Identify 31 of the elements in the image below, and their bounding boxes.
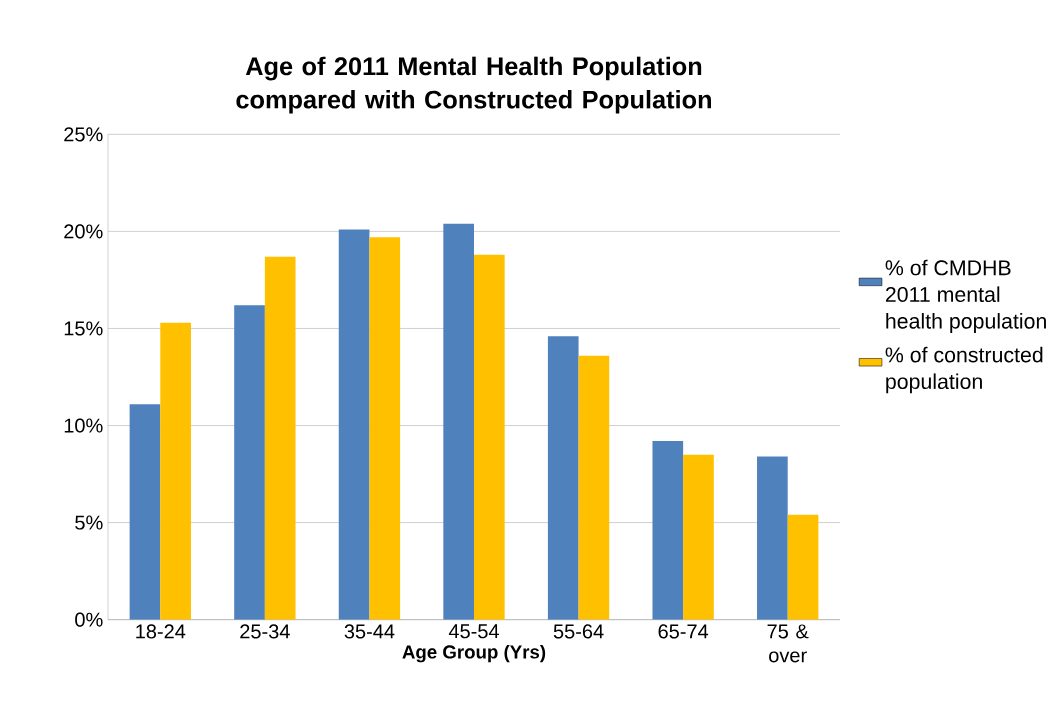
bar	[652, 441, 684, 620]
bar	[578, 355, 610, 620]
x-tick-label: 55-64	[553, 624, 604, 639]
bar	[787, 514, 819, 620]
x-tick-label: 45-54	[448, 624, 499, 639]
x-tick-label: 65-74	[658, 624, 709, 639]
y-tick-label: 5%	[75, 515, 103, 530]
legend-label: % of CMDHB 2011 mental health population	[885, 259, 1046, 333]
bar	[547, 336, 579, 620]
y-tick-label: 0%	[75, 612, 103, 627]
x-tick-label: 35-44	[344, 624, 395, 639]
bar	[443, 223, 474, 620]
y-tick-label: 10%	[64, 418, 103, 433]
y-tick-label: 25%	[64, 127, 103, 142]
x-tick-label: 18-24	[136, 624, 186, 639]
bar	[683, 454, 714, 620]
legend-label: % of constructed population	[885, 346, 1043, 394]
x-axis-title: Age Group (Yrs)	[402, 644, 546, 663]
bar	[129, 404, 161, 620]
bar	[369, 237, 401, 620]
bar	[338, 229, 370, 620]
bar	[160, 322, 191, 620]
bar	[234, 305, 265, 620]
y-tick-label: 20%	[64, 224, 103, 239]
bar	[757, 456, 788, 620]
x-tick-label: 75 & over	[767, 624, 809, 663]
y-tick-label: 15%	[64, 321, 103, 336]
bar	[474, 254, 505, 620]
bar	[264, 256, 296, 620]
chart-title: Age of 2011 Mental Health Population compared with Constructed Population	[236, 56, 711, 114]
x-tick-label: 25-34	[240, 624, 290, 639]
